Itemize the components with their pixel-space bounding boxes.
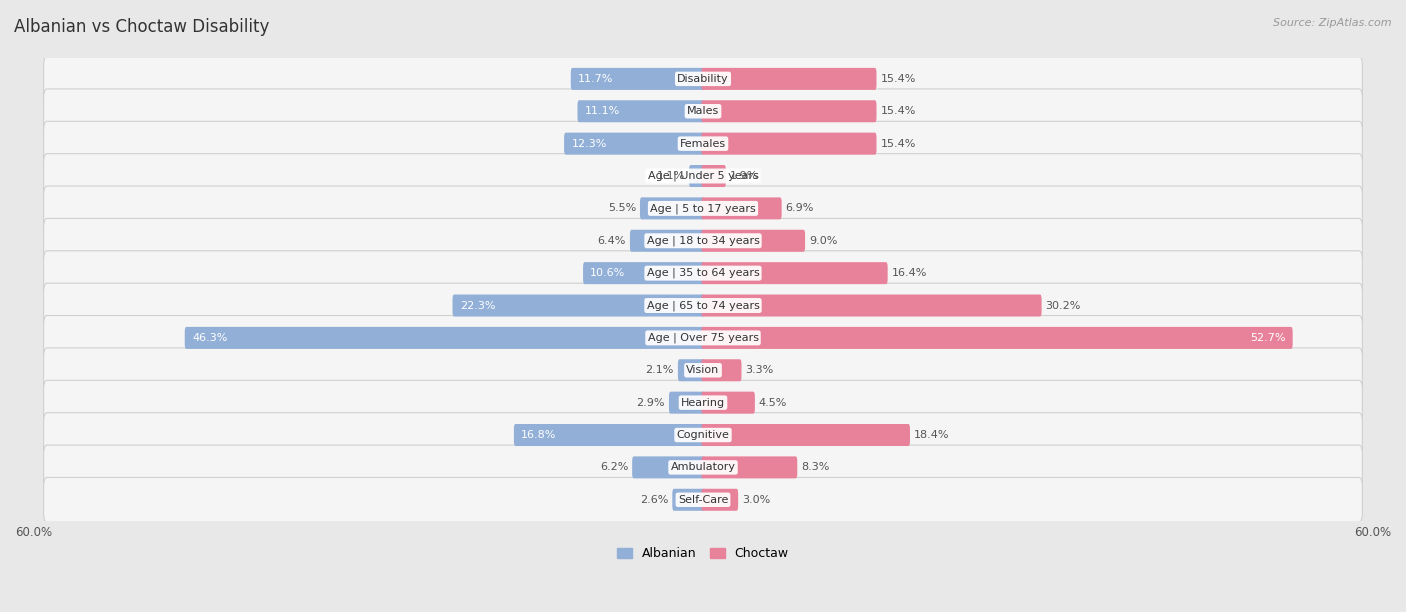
FancyBboxPatch shape <box>702 133 876 155</box>
FancyBboxPatch shape <box>630 230 704 252</box>
FancyBboxPatch shape <box>44 56 1362 101</box>
Text: Cognitive: Cognitive <box>676 430 730 440</box>
FancyBboxPatch shape <box>640 198 704 219</box>
Text: Self-Care: Self-Care <box>678 494 728 505</box>
Text: 18.4%: 18.4% <box>914 430 949 440</box>
Text: 2.1%: 2.1% <box>645 365 673 375</box>
Text: 12.3%: 12.3% <box>571 139 607 149</box>
FancyBboxPatch shape <box>702 68 876 90</box>
FancyBboxPatch shape <box>571 68 704 90</box>
Text: 3.0%: 3.0% <box>742 494 770 505</box>
FancyBboxPatch shape <box>44 316 1362 360</box>
Text: Females: Females <box>681 139 725 149</box>
Text: 6.2%: 6.2% <box>600 463 628 472</box>
Text: Source: ZipAtlas.com: Source: ZipAtlas.com <box>1274 18 1392 28</box>
Text: 6.9%: 6.9% <box>786 203 814 214</box>
Text: Hearing: Hearing <box>681 398 725 408</box>
FancyBboxPatch shape <box>578 100 704 122</box>
Text: Age | Over 75 years: Age | Over 75 years <box>648 333 758 343</box>
FancyBboxPatch shape <box>564 133 704 155</box>
Text: 1.1%: 1.1% <box>657 171 685 181</box>
FancyBboxPatch shape <box>633 457 704 479</box>
FancyBboxPatch shape <box>689 165 704 187</box>
FancyBboxPatch shape <box>702 262 887 284</box>
FancyBboxPatch shape <box>702 230 806 252</box>
Text: 5.5%: 5.5% <box>607 203 636 214</box>
Text: 4.5%: 4.5% <box>759 398 787 408</box>
Text: 15.4%: 15.4% <box>880 74 915 84</box>
FancyBboxPatch shape <box>678 359 704 381</box>
FancyBboxPatch shape <box>672 489 704 511</box>
FancyBboxPatch shape <box>44 380 1362 425</box>
FancyBboxPatch shape <box>702 489 738 511</box>
Text: 30.2%: 30.2% <box>1046 300 1081 310</box>
Text: 52.7%: 52.7% <box>1250 333 1285 343</box>
Text: Disability: Disability <box>678 74 728 84</box>
FancyBboxPatch shape <box>702 359 741 381</box>
Text: Age | 65 to 74 years: Age | 65 to 74 years <box>647 300 759 311</box>
FancyBboxPatch shape <box>702 457 797 479</box>
Text: 8.3%: 8.3% <box>801 463 830 472</box>
FancyBboxPatch shape <box>702 327 1292 349</box>
FancyBboxPatch shape <box>44 186 1362 231</box>
Text: 46.3%: 46.3% <box>193 333 228 343</box>
FancyBboxPatch shape <box>44 251 1362 296</box>
FancyBboxPatch shape <box>702 294 1042 316</box>
Text: 15.4%: 15.4% <box>880 106 915 116</box>
Text: Males: Males <box>688 106 718 116</box>
FancyBboxPatch shape <box>44 121 1362 166</box>
FancyBboxPatch shape <box>513 424 704 446</box>
Text: Ambulatory: Ambulatory <box>671 463 735 472</box>
Text: 9.0%: 9.0% <box>808 236 838 246</box>
Text: 15.4%: 15.4% <box>880 139 915 149</box>
FancyBboxPatch shape <box>669 392 704 414</box>
Legend: Albanian, Choctaw: Albanian, Choctaw <box>613 542 793 565</box>
Text: 3.3%: 3.3% <box>745 365 773 375</box>
Text: Albanian vs Choctaw Disability: Albanian vs Choctaw Disability <box>14 18 270 36</box>
FancyBboxPatch shape <box>44 154 1362 198</box>
FancyBboxPatch shape <box>702 100 876 122</box>
FancyBboxPatch shape <box>702 165 725 187</box>
FancyBboxPatch shape <box>44 412 1362 457</box>
Text: 22.3%: 22.3% <box>460 300 495 310</box>
Text: 16.8%: 16.8% <box>522 430 557 440</box>
FancyBboxPatch shape <box>44 218 1362 263</box>
FancyBboxPatch shape <box>44 348 1362 393</box>
FancyBboxPatch shape <box>702 392 755 414</box>
Text: Age | 35 to 64 years: Age | 35 to 64 years <box>647 268 759 278</box>
FancyBboxPatch shape <box>583 262 704 284</box>
Text: 10.6%: 10.6% <box>591 268 626 278</box>
Text: 2.6%: 2.6% <box>640 494 668 505</box>
Text: 11.7%: 11.7% <box>578 74 613 84</box>
Text: 11.1%: 11.1% <box>585 106 620 116</box>
Text: Age | 18 to 34 years: Age | 18 to 34 years <box>647 236 759 246</box>
FancyBboxPatch shape <box>44 445 1362 490</box>
Text: Vision: Vision <box>686 365 720 375</box>
Text: 2.9%: 2.9% <box>637 398 665 408</box>
FancyBboxPatch shape <box>44 477 1362 522</box>
FancyBboxPatch shape <box>44 283 1362 328</box>
FancyBboxPatch shape <box>702 424 910 446</box>
FancyBboxPatch shape <box>184 327 704 349</box>
Text: Age | Under 5 years: Age | Under 5 years <box>648 171 758 181</box>
Text: 1.9%: 1.9% <box>730 171 758 181</box>
FancyBboxPatch shape <box>453 294 704 316</box>
FancyBboxPatch shape <box>44 89 1362 133</box>
Text: 6.4%: 6.4% <box>598 236 626 246</box>
Text: Age | 5 to 17 years: Age | 5 to 17 years <box>650 203 756 214</box>
FancyBboxPatch shape <box>702 198 782 219</box>
Text: 16.4%: 16.4% <box>891 268 927 278</box>
